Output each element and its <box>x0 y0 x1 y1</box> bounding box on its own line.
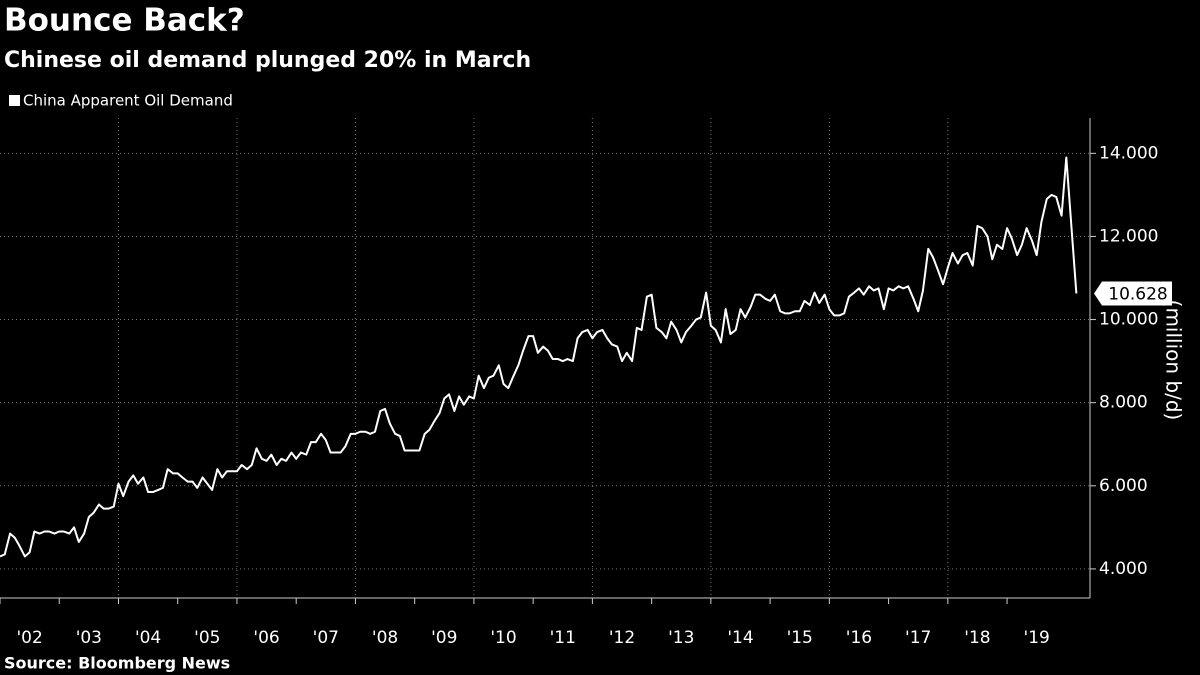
x-tick-label: '04 <box>135 628 161 648</box>
y-tick-label: 6.000 <box>1099 476 1148 496</box>
x-tick-label: '16 <box>846 628 872 648</box>
legend-label: China Apparent Oil Demand <box>23 92 233 110</box>
value-label: 10.628 <box>1108 284 1167 304</box>
x-tick-label: '18 <box>964 628 990 648</box>
x-tick-label: '14 <box>727 628 753 648</box>
value-callout <box>1094 281 1172 306</box>
y-axis-label: (million b/d) <box>1162 300 1186 421</box>
x-tick-label: '07 <box>313 628 339 648</box>
x-tick-label: '08 <box>372 628 398 648</box>
x-tick-label: '19 <box>1024 628 1050 648</box>
y-tick-label: 12.000 <box>1099 226 1158 246</box>
x-tick-label: '02 <box>16 628 42 648</box>
x-tick-label: '13 <box>668 628 694 648</box>
y-tick-label: 8.000 <box>1099 393 1148 413</box>
x-tick-label: '10 <box>490 628 516 648</box>
x-tick-label: '15 <box>787 628 813 648</box>
x-tick-label: '11 <box>550 628 576 648</box>
x-tick-label: '05 <box>194 628 220 648</box>
legend-swatch <box>9 95 20 106</box>
y-tick-label: 14.000 <box>1099 143 1158 163</box>
y-tick-label: 10.000 <box>1099 310 1158 330</box>
data-line <box>0 156 1078 558</box>
source: Source: Bloomberg News <box>4 654 230 673</box>
x-tick-label: '17 <box>905 628 931 648</box>
x-tick-label: '03 <box>76 628 102 648</box>
chart-title: Bounce Back? <box>4 3 245 39</box>
chart-subtitle: Chinese oil demand plunged 20% in March <box>4 48 531 73</box>
x-tick-label: '09 <box>431 628 457 648</box>
x-tick-label: '06 <box>253 628 279 648</box>
x-tick-label: '12 <box>609 628 635 648</box>
y-tick-label: 4.000 <box>1099 559 1148 579</box>
